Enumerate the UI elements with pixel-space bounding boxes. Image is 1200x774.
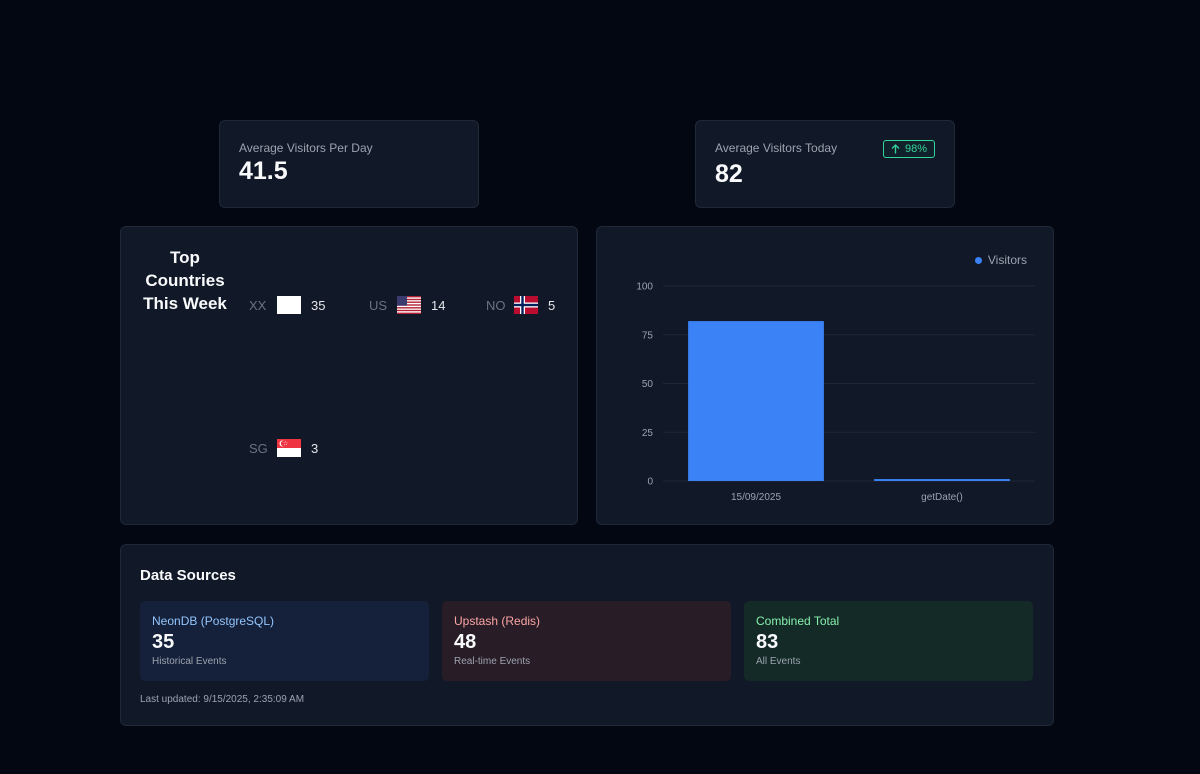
data-sources-card: Data Sources NeonDB (PostgreSQL) 35 Hist… (120, 544, 1054, 726)
stat-label: Average Visitors Per Day (239, 141, 373, 155)
blank-flag-icon (277, 296, 301, 314)
country-item-no: NO 5 (486, 295, 555, 315)
singapore-flag-icon (277, 439, 301, 457)
source-name: NeonDB (PostgreSQL) (152, 614, 275, 628)
country-item-xx: XX 35 (249, 295, 325, 315)
source-value: 48 (454, 631, 477, 653)
legend-marker (974, 256, 982, 264)
legend-label: Visitors (987, 253, 1027, 267)
visitors-chart-card: Visitors 0 25 50 75 100 15/09/2025 getDate() (596, 226, 1054, 525)
country-code: US (369, 297, 388, 313)
source-combined: Combined Total 83 All Events (744, 601, 1033, 681)
chart-legend: Visitors (974, 253, 1027, 267)
source-subtitle: All Events (756, 656, 801, 667)
country-item-us: US 14 (369, 295, 445, 315)
x-tick-label: getDate() (921, 492, 963, 503)
y-tick-label: 0 (647, 477, 653, 488)
source-subtitle: Real-time Events (454, 656, 531, 667)
country-code: XX (249, 297, 267, 313)
source-upstash: Upstash (Redis) 48 Real-time Events (442, 601, 731, 681)
y-tick-label: 75 (642, 330, 654, 341)
x-tick-label: 15/09/2025 (731, 492, 781, 503)
norway-flag-icon (514, 296, 538, 314)
country-count: 3 (311, 440, 319, 456)
visitors-bar-chart: 0 25 50 75 100 15/09/2025 getDate() (636, 282, 1035, 503)
source-subtitle: Historical Events (152, 656, 227, 667)
source-neondb: NeonDB (PostgreSQL) 35 Historical Events (140, 601, 429, 681)
stat-value: 82 (715, 160, 743, 188)
y-tick-label: 25 (642, 428, 654, 439)
change-badge-value: 98% (904, 143, 927, 155)
country-code: NO (486, 297, 506, 313)
stat-label: Average Visitors Today (715, 141, 838, 155)
top-countries-title: Top Countries This Week (143, 248, 227, 313)
bar (874, 479, 1010, 481)
source-name: Upstash (Redis) (454, 614, 541, 628)
country-item-sg: SG 3 (249, 438, 318, 458)
avg-visitors-per-day-card: Average Visitors Per Day 41.5 (219, 120, 479, 208)
y-tick-label: 50 (642, 379, 654, 390)
last-updated-text: Last updated: 9/15/2025, 2:35:09 AM (140, 694, 305, 705)
source-name: Combined Total (756, 614, 840, 628)
avg-visitors-today-card: Average Visitors Today 82 98% (695, 120, 955, 208)
country-count: 35 (311, 297, 326, 313)
y-tick-label: 100 (636, 282, 653, 293)
us-flag-icon (397, 296, 421, 314)
data-sources-title: Data Sources (140, 567, 236, 584)
stat-value: 41.5 (239, 157, 288, 185)
country-count: 5 (548, 297, 556, 313)
country-count: 14 (431, 297, 446, 313)
change-badge: 98% (882, 140, 935, 158)
source-value: 83 (756, 631, 779, 653)
source-value: 35 (152, 631, 175, 653)
country-code: SG (249, 440, 268, 456)
bar (688, 321, 824, 481)
top-countries-card: Top Countries This Week XX 35 US 14 NO (120, 226, 578, 525)
arrow-up-icon (891, 144, 900, 154)
